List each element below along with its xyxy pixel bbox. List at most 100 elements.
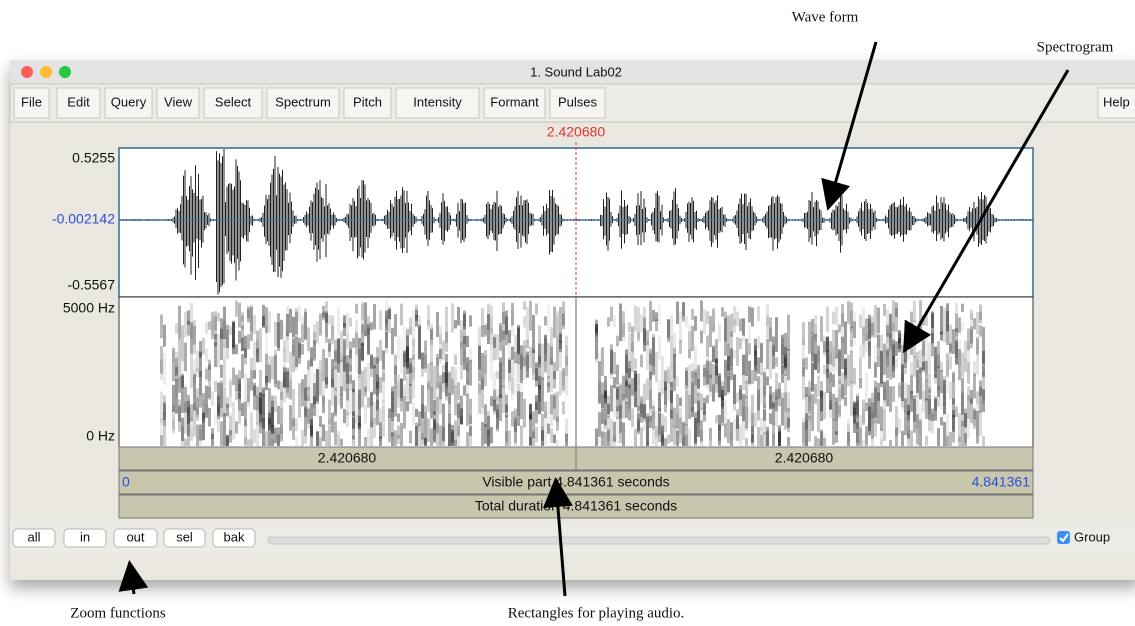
spectrogram-cell (703, 364, 706, 377)
spectrogram-cell (559, 351, 562, 368)
zoom-button[interactable] (59, 66, 71, 78)
spectrogram-cell (220, 365, 223, 378)
spectrogram-cell (733, 350, 736, 358)
spectrogram-cell (523, 301, 526, 310)
spectrogram-cell (940, 332, 943, 341)
spectrogram-cell (613, 316, 616, 328)
spectrogram-cell (304, 407, 307, 436)
spectrogram-cell (508, 358, 511, 382)
menu-label: File (21, 94, 42, 109)
spectrogram-cell (670, 315, 673, 337)
spectrogram-cell (601, 394, 604, 410)
spectrogram-cell (766, 377, 769, 386)
spectrogram-cell (445, 332, 448, 352)
spectrogram-cell (622, 311, 625, 337)
spectrogram-cell (865, 373, 868, 405)
spectrogram-cell (832, 312, 835, 324)
spectrogram-cell (598, 381, 601, 401)
spectrogram-cell (562, 368, 565, 393)
spectrogram-cell (700, 407, 703, 443)
spectrogram-cell (364, 367, 367, 392)
spectrogram-cell (190, 353, 193, 388)
spectrogram-cell (421, 353, 424, 377)
spectrogram-cell (370, 356, 373, 377)
spectrogram-cell (802, 359, 805, 377)
spectrogram-cell (289, 351, 292, 379)
spectrogram-cell (511, 347, 514, 360)
spectrogram-cell (172, 345, 175, 362)
minimize-button[interactable] (40, 66, 52, 78)
spectrogram-cell (631, 408, 634, 427)
spectrogram-cell (184, 343, 187, 371)
menu-label: Edit (67, 94, 90, 109)
spectrogram-cell (190, 303, 193, 339)
spectrogram-cell (448, 372, 451, 395)
spectrogram-cell (877, 356, 880, 367)
spectrogram-cell (310, 359, 313, 367)
spectrogram-cell (220, 318, 223, 339)
spectrogram-cell (628, 322, 631, 332)
spectrogram-cell (178, 306, 181, 339)
spectrogram-cell (664, 416, 667, 432)
spectrogram-cell (469, 315, 472, 326)
spectrogram-cell (685, 316, 688, 328)
spectrogram-cell (379, 310, 382, 330)
spectrogram-cell (958, 318, 961, 336)
spectrogram-cell (598, 412, 601, 437)
spectrogram-cell (715, 359, 718, 384)
spectrogram-cell (637, 332, 640, 341)
spectrogram-cell (367, 324, 370, 355)
screenshot: 1. Sound Lab02 FileEditQueryViewSelectSp… (0, 0, 1135, 626)
spectrogram-cell (913, 395, 916, 433)
spectrogram-cell (892, 386, 895, 402)
spectrogram-cell (328, 343, 331, 357)
spectrogram-cell (967, 401, 970, 439)
spectrogram-cell (274, 350, 277, 384)
spectrogram-cell (238, 331, 241, 344)
spectrogram-cell (289, 405, 292, 431)
spectrogram-cell (256, 348, 259, 361)
spectrogram-cell (550, 429, 553, 443)
spectrogram-cell (616, 407, 619, 420)
spectrogram-cell (694, 412, 697, 445)
spectrogram-cell (466, 394, 469, 426)
spectrogram-cell (616, 386, 619, 400)
spectrogram-cell (934, 397, 937, 411)
spectrogram-cell (979, 305, 982, 324)
spectrogram-cell (160, 360, 163, 380)
close-button[interactable] (21, 66, 33, 78)
spectrogram-cell (823, 433, 826, 446)
spectrogram-cell (823, 365, 826, 374)
spectrogram-cell (742, 318, 745, 335)
spectrogram-cell (946, 303, 949, 331)
spectrogram-cell (757, 357, 760, 373)
spectrogram-cell (550, 358, 553, 392)
menu-label: Query (111, 94, 147, 109)
scrollbar[interactable] (268, 537, 1050, 544)
spectrogram-cell (553, 371, 556, 379)
spectrogram-cell (478, 384, 481, 414)
spectrogram-cell (832, 394, 835, 420)
spectrogram-cell (271, 407, 274, 433)
spectrogram-cell (397, 335, 400, 359)
spectrogram-cell (892, 340, 895, 372)
spectrogram-cell (520, 369, 523, 390)
spectrogram-cell (253, 383, 256, 410)
spectrogram-cell (781, 345, 784, 355)
spectrogram-cell (670, 410, 673, 442)
spectrogram-cell (538, 356, 541, 390)
spectrogram-cell (259, 398, 262, 426)
group-checkbox[interactable] (1057, 531, 1070, 544)
spectrogram-cell (736, 409, 739, 441)
spectrogram-cell (892, 300, 895, 331)
visible-start: 0 (122, 474, 130, 490)
spectrogram-cell (547, 306, 550, 333)
spectrogram-cell (952, 329, 955, 354)
spectrogram-cell (502, 368, 505, 387)
spectrogram-cell (634, 306, 637, 332)
spectrogram-cell (199, 425, 202, 441)
spectrogram-cell (859, 358, 862, 377)
spectrogram-cell (607, 404, 610, 415)
spectrogram-cell (370, 391, 373, 406)
spectrogram-cell (838, 351, 841, 384)
